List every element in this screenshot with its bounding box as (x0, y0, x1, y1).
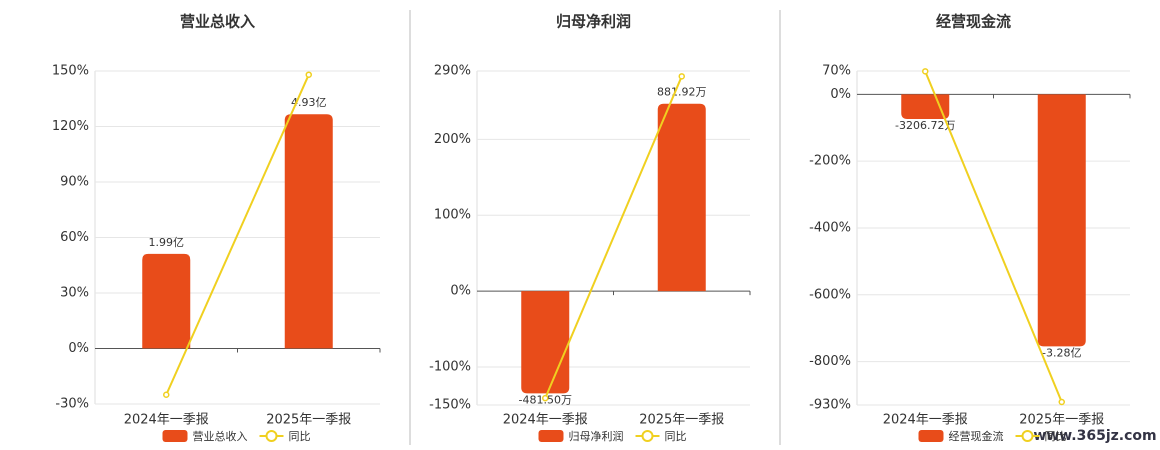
data-label: -3.28亿 (1042, 346, 1081, 359)
line (165, 74, 310, 396)
legend-swatch (265, 430, 278, 442)
x-tick-label: 2024年一季报 (503, 413, 588, 428)
bar (1037, 94, 1086, 347)
line (924, 70, 1063, 403)
legend-label: 同比 (289, 430, 311, 443)
y-tick-label: 290% (434, 64, 471, 79)
point (1058, 398, 1065, 406)
x-tick-label: 2025年一季报 (639, 413, 724, 428)
bar (284, 114, 333, 349)
y-tick-label: 120% (52, 119, 89, 134)
watermark: www.365jz.com (1033, 428, 1156, 444)
legend-swatch (1021, 430, 1034, 442)
y-tick-label: -30% (55, 397, 89, 412)
y-tick-label: 70% (822, 64, 851, 79)
point (678, 73, 685, 80)
y-tick-label: -600% (809, 287, 851, 302)
legend-swatch (538, 430, 564, 442)
legend-swatch (162, 430, 188, 442)
bar (657, 103, 706, 292)
point (922, 68, 929, 75)
y-tick-label: 200% (434, 132, 471, 147)
data-label: 4.93亿 (291, 96, 327, 109)
legend-swatch (641, 430, 654, 442)
legend-label: 归母净利润 (569, 429, 624, 443)
legend-label: 营业总收入 (193, 429, 248, 443)
legend-swatch (918, 430, 944, 442)
x-tick-label: 2025年一季报 (266, 413, 351, 428)
y-tick-label: -100% (429, 360, 471, 375)
point (305, 71, 312, 78)
y-tick-label: 60% (60, 230, 89, 245)
y-tick-label: -800% (809, 354, 851, 369)
y-tick-label: 90% (60, 175, 89, 190)
y-tick-label: -200% (809, 154, 851, 169)
legend-label: 同比 (665, 430, 687, 443)
y-tick-label: -400% (809, 220, 851, 235)
y-tick-label: 0% (68, 341, 89, 356)
x-tick-label: 2024年一季报 (124, 413, 209, 428)
y-tick-label: -930% (809, 398, 851, 413)
y-tick-label: 0% (830, 87, 851, 102)
legend-label: 同比 (1045, 430, 1067, 443)
y-tick-label: 30% (60, 286, 89, 301)
point (163, 391, 170, 398)
y-tick-label: 150% (52, 64, 89, 79)
x-tick-label: 2024年一季报 (883, 413, 968, 428)
chart-title: 归母净利润 (556, 13, 631, 31)
chart-title: 经营现金流 (936, 13, 1011, 31)
point (542, 394, 549, 402)
data-label: 1.99亿 (149, 236, 185, 249)
data-label: -3206.72万 (895, 119, 955, 132)
y-tick-label: 100% (434, 208, 471, 223)
x-tick-label: 2025年一季报 (1019, 413, 1104, 428)
bar (142, 253, 191, 349)
legend-label: 经营现金流 (949, 429, 1004, 443)
bar (901, 94, 950, 120)
y-tick-label: 0% (450, 284, 471, 299)
data-label: 881.92万 (657, 86, 707, 99)
chart-title: 营业总收入 (180, 13, 255, 31)
line (544, 75, 683, 399)
y-tick-label: -150% (429, 398, 471, 413)
bar (521, 291, 570, 394)
